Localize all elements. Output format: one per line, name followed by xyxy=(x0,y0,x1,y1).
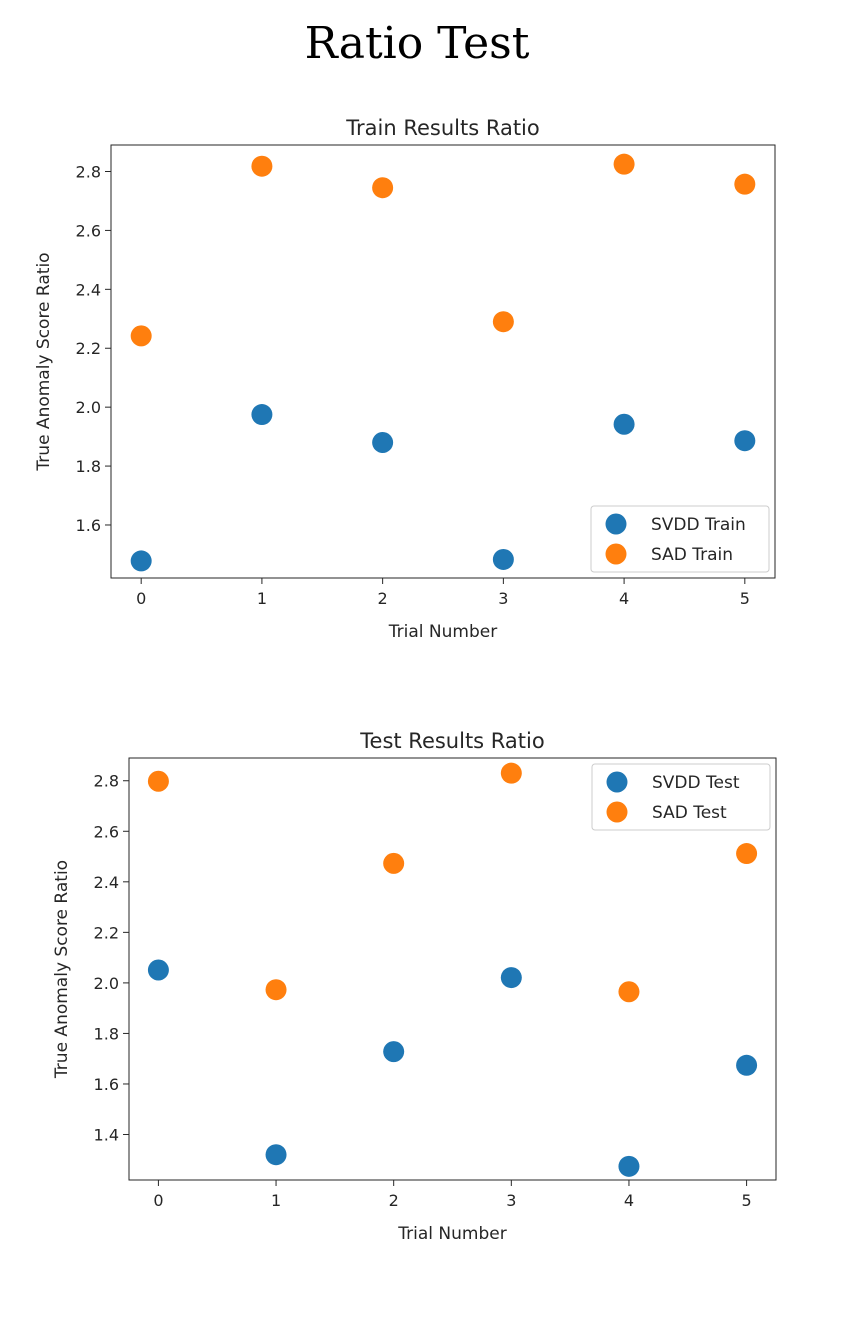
train-y-tick-label: 2.4 xyxy=(76,280,101,299)
train-series-svdd-point xyxy=(613,413,635,435)
test-y-tick-label: 1.4 xyxy=(94,1126,119,1145)
train-legend-label: SVDD Train xyxy=(651,515,746,535)
test-y-tick-label: 1.8 xyxy=(94,1024,119,1043)
test-legend-label: SAD Test xyxy=(652,803,727,823)
train-legend-marker xyxy=(605,543,627,565)
train-series-sad-point xyxy=(613,153,635,175)
train-plot-frame xyxy=(110,144,776,579)
train-series-sad-point xyxy=(734,173,756,195)
train-results-chart: Train Results Ratio 0 1 2 3 4 5 1.6 1.8 2.0 2.2 2.4… xyxy=(34,116,776,642)
train-y-axis-label: True Anomaly Score Ratio xyxy=(34,252,54,471)
test-series-svdd-point xyxy=(265,1144,287,1166)
test-series-svdd-point xyxy=(500,967,522,989)
test-y-tick-label: 1.6 xyxy=(94,1075,119,1094)
train-chart-title: Train Results Ratio xyxy=(345,116,539,140)
test-plot-frame xyxy=(128,757,777,1181)
test-series-sad-point xyxy=(736,843,758,865)
test-series-sad-point xyxy=(618,981,640,1003)
test-x-tick-label: 3 xyxy=(506,1191,516,1210)
test-x-axis-label: Trial Number xyxy=(397,1224,506,1244)
train-y-tick-label: 2.0 xyxy=(76,398,101,417)
test-y-tick-label: 2.4 xyxy=(94,873,119,892)
test-legend: SVDD Test SAD Test xyxy=(591,763,771,831)
page-title: Ratio Test xyxy=(304,18,530,69)
test-series-sad-point xyxy=(265,979,287,1001)
train-y-tick-label: 2.8 xyxy=(76,163,101,182)
train-series-svdd-point xyxy=(251,404,273,426)
train-x-axis-label: Trial Number xyxy=(388,622,497,642)
test-y-axis-label: True Anomaly Score Ratio xyxy=(52,860,72,1079)
train-y-tick-label: 1.6 xyxy=(76,516,101,535)
test-x-tick-label: 1 xyxy=(271,1191,281,1210)
test-legend-box xyxy=(591,763,771,831)
train-series-sad-point xyxy=(130,325,152,347)
train-x-tick-label: 2 xyxy=(378,589,388,608)
train-series-sad-point xyxy=(372,177,394,199)
test-series-svdd-point xyxy=(147,959,169,981)
train-x-tick-label: 0 xyxy=(136,589,146,608)
test-x-tick-label: 4 xyxy=(624,1191,634,1210)
train-series-svdd-point xyxy=(492,548,514,570)
test-x-tick-label: 2 xyxy=(389,1191,399,1210)
test-y-tick-label: 2.6 xyxy=(94,822,119,841)
train-y-tick-label: 2.2 xyxy=(76,339,101,358)
train-y-tick-label: 1.8 xyxy=(76,457,101,476)
train-legend-marker xyxy=(605,513,627,535)
test-series-sad-point xyxy=(147,770,169,792)
test-series-sad-point xyxy=(383,852,405,874)
test-chart-title: Test Results Ratio xyxy=(359,729,544,753)
test-series-svdd-point xyxy=(618,1155,640,1177)
test-legend-marker xyxy=(606,771,628,793)
test-y-tick-label: 2.2 xyxy=(94,923,119,942)
train-x-tick-label: 4 xyxy=(619,589,629,608)
test-series-svdd-point xyxy=(736,1054,758,1076)
train-series-svdd-point xyxy=(130,550,152,572)
train-x-tick-label: 1 xyxy=(257,589,267,608)
train-series-sad-point xyxy=(492,311,514,333)
train-series-svdd-point xyxy=(734,430,756,452)
train-series-sad-point xyxy=(251,155,273,177)
train-legend: SVDD Train SAD Train xyxy=(590,505,770,573)
train-legend-box xyxy=(590,505,770,573)
test-results-chart: Test Results Ratio 0 1 2 3 4 5 1.4 1.6 1.8 2.0 2.2 2… xyxy=(52,729,777,1244)
train-legend-label: SAD Train xyxy=(651,545,733,565)
train-series-svdd-point xyxy=(372,432,394,454)
test-y-tick-label: 2.0 xyxy=(94,974,119,993)
test-series-svdd-point xyxy=(383,1041,405,1063)
test-legend-marker xyxy=(606,801,628,823)
test-x-tick-label: 0 xyxy=(153,1191,163,1210)
test-legend-label: SVDD Test xyxy=(652,773,740,793)
test-series-sad-point xyxy=(500,762,522,784)
train-x-tick-label: 3 xyxy=(498,589,508,608)
train-x-tick-label: 5 xyxy=(740,589,750,608)
test-y-tick-label: 2.8 xyxy=(94,772,119,791)
test-x-tick-label: 5 xyxy=(741,1191,751,1210)
train-y-tick-label: 2.6 xyxy=(76,221,101,240)
